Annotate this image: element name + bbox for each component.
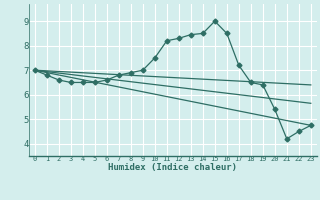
X-axis label: Humidex (Indice chaleur): Humidex (Indice chaleur) <box>108 163 237 172</box>
